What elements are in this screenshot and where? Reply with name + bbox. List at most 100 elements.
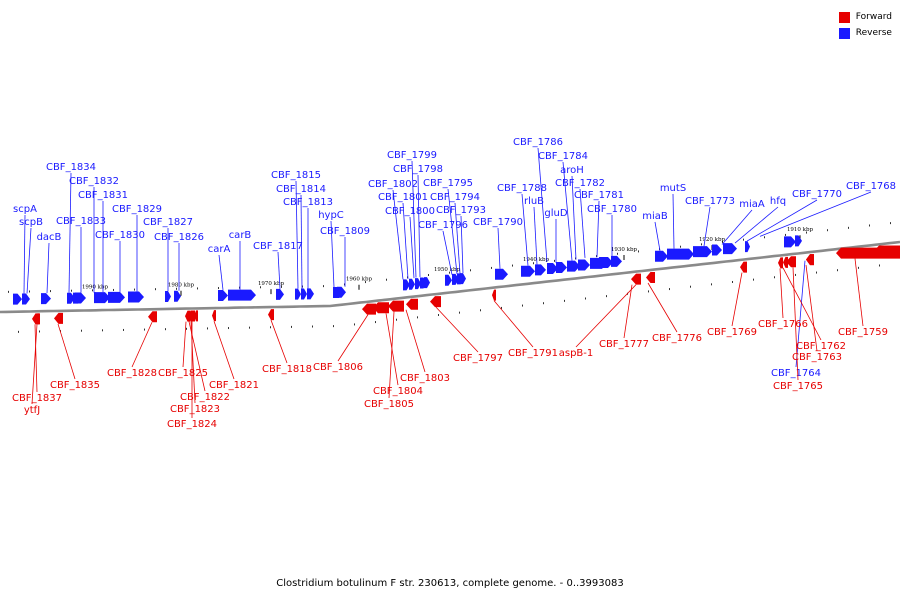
gene-arrow-cbf-1786: [556, 262, 567, 274]
gene-label-cbf-1795: CBF_1795: [423, 178, 473, 189]
dot-tick: [522, 304, 523, 307]
gene-arrow-unlabeled: [874, 245, 900, 257]
gene-arrow-rlub: [535, 264, 546, 276]
dot-tick: [858, 266, 859, 269]
leader-ytfj: [31, 324, 38, 405]
gene-arrow-scpb: [22, 293, 30, 305]
gene-arrow-cbf-1803: [406, 298, 418, 310]
leader-miab: [654, 221, 661, 251]
dot-tick: [50, 290, 51, 293]
gene-arrow-carb: [228, 289, 256, 301]
gene-label-scpb: scpB: [19, 217, 43, 228]
gene-label-cbf-1831: CBF_1831: [78, 190, 128, 201]
leader-cbf-1770: [746, 199, 818, 242]
dot-tick: [617, 252, 618, 255]
gene-label-cbf-1769: CBF_1769: [707, 327, 757, 338]
legend: Forward Reverse: [838, 9, 892, 41]
dot-tick: [302, 285, 303, 288]
leader-cbf-1759: [854, 258, 864, 327]
gene-label-carb: carB: [229, 230, 252, 241]
dot-tick: [291, 325, 292, 328]
leader-cbf-1814: [300, 194, 303, 289]
gene-arrow-cbf-1829: [128, 291, 144, 303]
gene-label-hfq: hfq: [770, 196, 786, 207]
dot-tick: [795, 273, 796, 276]
dot-tick: [480, 309, 481, 312]
leader-cbf-1784: [562, 161, 573, 261]
gene-label-aspb-1: aspB-1: [559, 348, 594, 359]
gene-label-cbf-1799: CBF_1799: [387, 150, 437, 161]
dot-tick: [144, 328, 145, 331]
gene-arrow-cbf-1809: [337, 286, 346, 298]
dot-tick: [113, 288, 114, 291]
gene-label-cbf-1770: CBF_1770: [792, 189, 842, 200]
leader-cbf-1818: [270, 319, 288, 364]
leader-cbf-1790: [497, 227, 501, 269]
dot-tick: [533, 262, 534, 265]
dot-tick: [197, 287, 198, 290]
leader-hfq: [734, 206, 779, 244]
kbp-label: 1930 kbp: [611, 247, 638, 253]
gene-label-cbf-1832: CBF_1832: [69, 176, 119, 187]
gene-label-cbf-1796: CBF_1796: [418, 220, 468, 231]
gene-label-cbf-1822: CBF_1822: [180, 392, 230, 403]
leader-cbf-1802: [392, 189, 404, 280]
gene-arrow-glud: [547, 263, 558, 275]
gene-label-cara: carA: [208, 244, 231, 255]
reverse-swatch: [838, 27, 850, 39]
kbp-label: 1910 kbp: [787, 227, 814, 233]
dot-tick: [722, 240, 723, 243]
dot-tick: [228, 327, 229, 330]
gene-label-miaa: miaA: [739, 199, 765, 210]
gene-arrow-cbf-1797: [430, 296, 441, 308]
gene-arrow-scpa: [13, 293, 22, 305]
leader-dacb: [46, 242, 50, 294]
leader-aroh: [571, 175, 577, 260]
gene-arrow-cara: [218, 289, 228, 301]
leader-scpb: [26, 227, 32, 294]
gene-label-cbf-1821: CBF_1821: [209, 380, 259, 391]
gene-arrow-cbf-1764: [795, 235, 802, 247]
gene-label-cbf-1788: CBF_1788: [497, 183, 547, 194]
dot-tick: [176, 287, 177, 290]
gene-label-cbf-1814: CBF_1814: [276, 184, 326, 195]
gene-label-cbf-1782: CBF_1782: [555, 178, 605, 189]
gene-label-cbf-1833: CBF_1833: [56, 216, 106, 227]
leader-aspb-1: [575, 284, 637, 348]
gene-arrow-cbf-1791: [492, 289, 496, 301]
gene-arrow-cbf-1784: [567, 260, 580, 272]
leader-cbf-1796: [442, 230, 453, 275]
dot-tick: [890, 222, 891, 225]
leader-cbf-1828: [131, 322, 153, 368]
dot-tick: [281, 285, 282, 288]
gene-arrow-ytfj: [35, 313, 40, 325]
leader-cbf-1821: [213, 320, 235, 380]
dot-tick: [312, 325, 313, 328]
dot-tick: [606, 295, 607, 298]
legend-forward: Forward: [838, 9, 892, 25]
dot-tick: [39, 330, 40, 333]
gene-label-cbf-1800: CBF_1800: [385, 206, 435, 217]
dot-tick: [543, 302, 544, 305]
gene-arrow-cbf-1777: [631, 273, 641, 285]
gene-arrow-cbf-1768: [784, 236, 796, 248]
gene-arrow-cbf-1801: [409, 278, 415, 290]
leader-cbf-1835: [57, 323, 76, 380]
kbp-label: 1950 kbp: [434, 267, 461, 273]
leader-cbf-1786: [537, 147, 548, 263]
gene-label-cbf-1764: CBF_1764: [771, 368, 821, 379]
gene-arrow-cbf-1825: [185, 310, 190, 322]
gene-arrow-cbf-1814: [301, 288, 307, 300]
leader-cbf-1799: [411, 160, 417, 278]
gene-label-cbf-1780: CBF_1780: [587, 204, 637, 215]
gene-arrow-cbf-1828: [148, 311, 157, 323]
gene-arrow-cbf-1823: [190, 310, 195, 322]
gene-label-cbf-1806: CBF_1806: [313, 362, 363, 373]
gene-arrow-cbf-1773: [693, 246, 712, 258]
leader-cbf-1794: [454, 202, 461, 274]
gene-label-miab: miaB: [642, 211, 668, 222]
leader-cbf-1782: [579, 188, 586, 258]
dot-tick: [354, 323, 355, 326]
dot-tick: [81, 329, 82, 332]
dot-tick: [774, 276, 775, 279]
